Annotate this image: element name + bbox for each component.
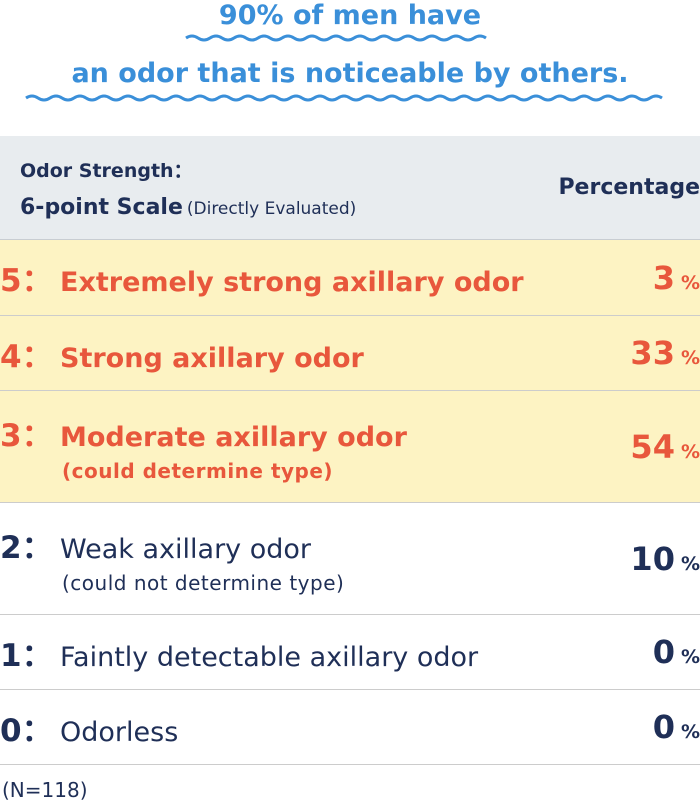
level-number: 4： bbox=[0, 338, 53, 375]
level-number: 2： bbox=[0, 530, 53, 566]
percentage-cell: 54% bbox=[530, 390, 700, 503]
level-number: 5： bbox=[0, 263, 53, 299]
table-header-row: Odor Strength： 6-point Scale (Directly Ev… bbox=[0, 136, 700, 240]
wavy-underline-2 bbox=[25, 94, 663, 102]
level-number: 3： bbox=[0, 418, 53, 454]
sample-size-note: (N=118) bbox=[2, 778, 88, 802]
odor-level-cell: 2： Weak axillary odor (could not determine… bbox=[0, 502, 530, 615]
header-odor-strength: Odor Strength： 6-point Scale (Directly Ev… bbox=[0, 136, 530, 240]
percent-sign: % bbox=[680, 646, 700, 668]
percentage-value: 33 bbox=[630, 334, 675, 372]
table-row: 0： Odorless 0% bbox=[0, 689, 700, 765]
level-sublabel: (could not determine type) bbox=[62, 571, 345, 595]
level-label: Moderate axillary odor bbox=[60, 422, 407, 453]
odor-level-cell: 0： Odorless bbox=[0, 689, 530, 765]
header-line-2: 6-point Scale (Directly Evaluated) bbox=[20, 195, 530, 220]
headline-line-1: 90% of men have bbox=[218, 0, 482, 31]
level-number: 0： bbox=[0, 712, 53, 749]
percent-sign: % bbox=[680, 721, 700, 743]
header-percentage: Percentage bbox=[530, 136, 700, 240]
percent-sign: % bbox=[680, 552, 700, 575]
odor-level-cell: 5： Extremely strong axillary odor bbox=[0, 239, 530, 316]
percent-sign: % bbox=[680, 347, 700, 369]
odor-strength-table: Odor Strength： 6-point Scale (Directly Ev… bbox=[0, 136, 700, 765]
percent-sign: % bbox=[680, 271, 700, 294]
level-label: Weak axillary odor bbox=[60, 534, 312, 565]
percentage-value: 54 bbox=[630, 427, 675, 466]
wavy-underline-decoration bbox=[25, 34, 663, 102]
level-number: 1： bbox=[0, 637, 53, 674]
header-line-1: Odor Strength： bbox=[20, 159, 193, 182]
odor-level-cell: 4： Strong axillary odor bbox=[0, 315, 530, 391]
level-label: Faintly detectable axillary odor bbox=[60, 641, 479, 673]
percentage-cell: 0% bbox=[530, 614, 700, 690]
table-row: 5： Extremely strong axillary odor 3% bbox=[0, 239, 700, 316]
table-body: 5： Extremely strong axillary odor 3% 4： Stro… bbox=[0, 239, 700, 765]
odor-level-cell: 1： Faintly detectable axillary odor bbox=[0, 614, 530, 690]
percentage-cell: 3% bbox=[530, 239, 700, 316]
header-method: (Directly Evaluated) bbox=[186, 198, 357, 219]
percentage-value: 3 bbox=[652, 258, 675, 297]
percentage-value: 0 bbox=[652, 633, 675, 671]
percentage-value: 0 bbox=[652, 708, 675, 746]
percentage-cell: 33% bbox=[530, 315, 700, 391]
level-sublabel: (could determine type) bbox=[62, 459, 334, 483]
level-label: Strong axillary odor bbox=[60, 342, 364, 374]
table-row: 3： Moderate axillary odor (could determine… bbox=[0, 390, 700, 503]
percent-sign: % bbox=[680, 440, 700, 463]
headline-line-2: an odor that is noticeable by others. bbox=[71, 58, 629, 89]
table-row: 2： Weak axillary odor (could not determine… bbox=[0, 502, 700, 615]
wavy-underline-1 bbox=[185, 34, 487, 42]
level-label: Extremely strong axillary odor bbox=[60, 267, 524, 298]
header-scale: 6-point Scale bbox=[20, 194, 183, 220]
table-row: 1： Faintly detectable axillary odor 0% bbox=[0, 614, 700, 690]
table-row: 4： Strong axillary odor 33% bbox=[0, 315, 700, 391]
percentage-cell: 0% bbox=[530, 689, 700, 765]
percentage-cell: 10% bbox=[530, 502, 700, 615]
percentage-value: 10 bbox=[630, 539, 675, 578]
level-label: Odorless bbox=[60, 716, 179, 748]
odor-level-cell: 3： Moderate axillary odor (could determine… bbox=[0, 390, 530, 503]
